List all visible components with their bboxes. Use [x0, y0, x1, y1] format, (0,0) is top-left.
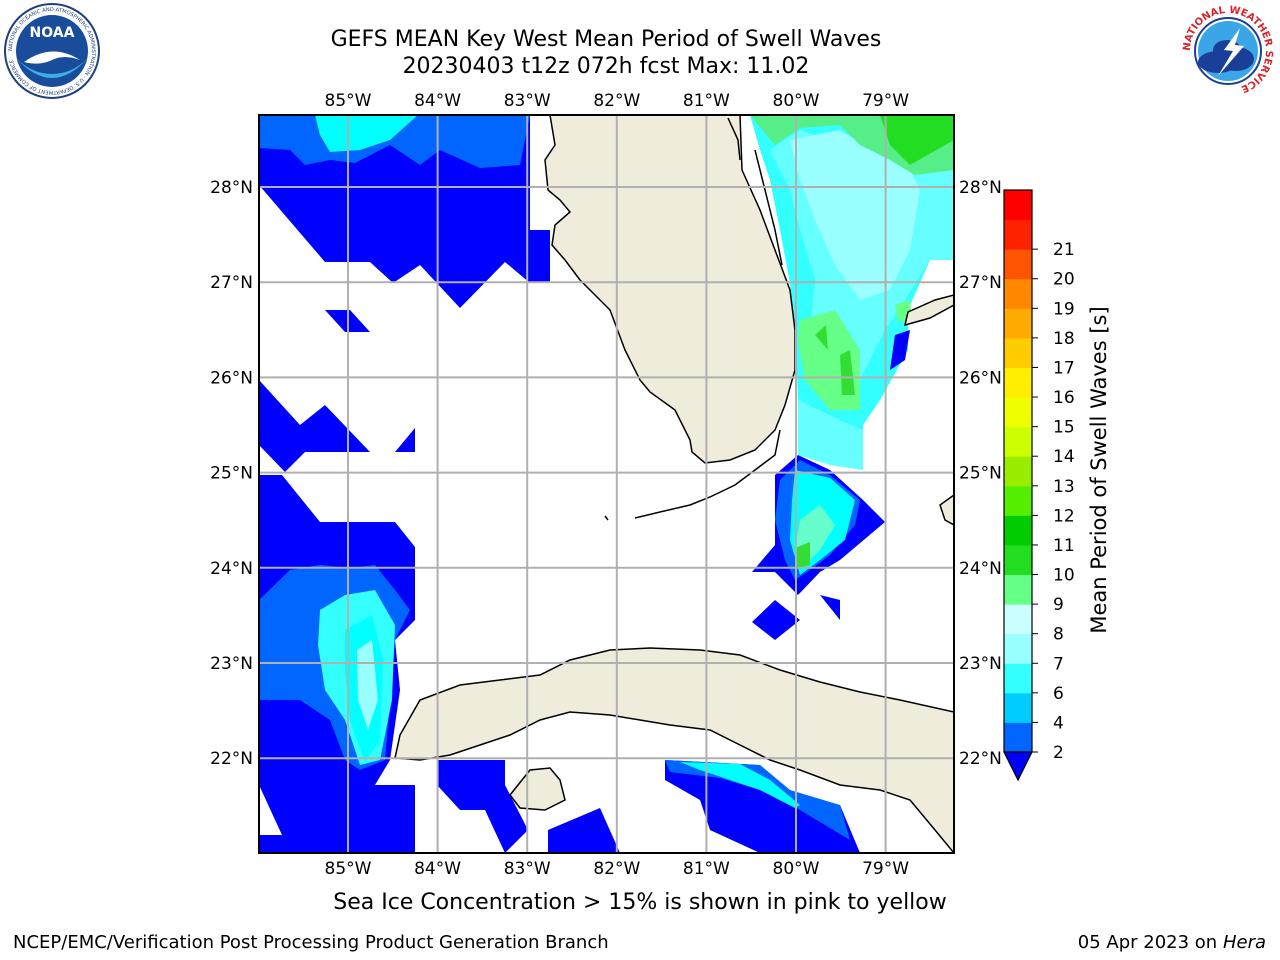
- colorbar-tick-label: 9: [1053, 595, 1064, 615]
- lon-label-top: 82°W: [593, 91, 640, 111]
- lat-label-left: 23°N: [210, 654, 253, 674]
- lon-label-bottom: 79°W: [862, 859, 909, 879]
- colorbar-tick-label: 14: [1053, 447, 1075, 467]
- colorbar-swatch: [1004, 308, 1032, 339]
- lon-label-top: 83°W: [504, 91, 551, 111]
- chart-title: GEFS MEAN Key West Mean Period of Swell …: [330, 27, 882, 52]
- colorbar-swatch: [1004, 278, 1032, 309]
- colorbar-swatch: [1004, 544, 1032, 576]
- lat-label-left: 24°N: [210, 559, 253, 579]
- chart-subtitle: 20230403 t12z 072h fcst Max: 11.02: [402, 54, 810, 79]
- lat-label-right: 23°N: [959, 654, 1002, 674]
- colorbar-swatch: [1004, 249, 1032, 280]
- colorbar-tick-label: 2: [1053, 743, 1064, 763]
- footer-date: 05 Apr 2023 on Hera: [1078, 932, 1266, 953]
- colorbar-tick-label: 19: [1053, 299, 1075, 319]
- colorbar-tick-label: 21: [1053, 240, 1075, 260]
- colorbar-swatch: [1004, 574, 1032, 605]
- colorbar: 2 4 6 7 8 9 10 11 12 13 14 15 16 17 18 19 20 21: [1003, 189, 1075, 782]
- sea-ice-note: Sea Ice Concentration > 15% is shown in …: [333, 890, 947, 915]
- keys-coastline: [604, 117, 783, 521]
- lon-label-bottom: 85°W: [325, 859, 372, 879]
- colorbar-swatch: [1004, 722, 1032, 753]
- noaa-logo-text: NOAA: [30, 25, 75, 41]
- colorbar-tick-label: 10: [1053, 566, 1075, 586]
- colorbar-swatch: [1004, 190, 1032, 221]
- lat-label-right: 26°N: [959, 368, 1002, 388]
- lat-label-left: 28°N: [210, 178, 253, 198]
- colorbar-tick-label: 8: [1053, 625, 1064, 645]
- lat-label-left: 27°N: [210, 273, 253, 293]
- map-gridlines: [259, 115, 954, 853]
- colorbar-label: Mean Period of Swell Waves [s]: [1087, 306, 1111, 633]
- lon-label-bottom: 83°W: [504, 859, 551, 879]
- lat-label-left: 25°N: [210, 464, 253, 484]
- colorbar-tick-label: 18: [1053, 329, 1075, 349]
- colorbar-swatch: [1004, 397, 1032, 428]
- lon-label-top: 85°W: [325, 91, 372, 111]
- lon-label-bottom: 80°W: [773, 859, 820, 879]
- land-masses: [394, 115, 954, 853]
- colorbar-swatch: [1004, 219, 1032, 250]
- lat-label-left: 26°N: [210, 368, 253, 388]
- lat-label-right: 27°N: [959, 273, 1002, 293]
- lon-label-top: 79°W: [862, 91, 909, 111]
- noaa-logo-icon: NOAA NATIONAL OCEANIC AND ATMOSPHERIC AD…: [4, 3, 100, 99]
- footer-date-text: 05 Apr 2023 on: [1077, 932, 1218, 953]
- lon-label-top: 81°W: [683, 91, 730, 111]
- colorbar-swatch: [1004, 515, 1032, 546]
- lat-label-left: 22°N: [210, 749, 253, 769]
- footer-machine: Hera: [1222, 932, 1266, 953]
- colorbar-swatch: [1004, 456, 1032, 487]
- lat-label-right: 28°N: [959, 178, 1002, 198]
- colorbar-swatch: [1004, 485, 1032, 516]
- colorbar-swatch: [1004, 692, 1032, 723]
- nws-logo-icon: NATIONAL WEATHER SERVICE: [1182, 5, 1274, 97]
- colorbar-swatch: [1004, 663, 1032, 694]
- colorbar-tick-label: 13: [1053, 477, 1075, 497]
- colorbar-swatch: [1004, 367, 1032, 398]
- lon-label-bottom: 81°W: [683, 859, 730, 879]
- colorbar-swatch: [1004, 633, 1032, 664]
- lon-label-bottom: 84°W: [414, 859, 461, 879]
- lat-label-right: 25°N: [959, 464, 1002, 484]
- colorbar-swatch: [1004, 426, 1032, 457]
- colorbar-swatch: [1004, 604, 1032, 635]
- colorbar-tick-label: 16: [1053, 388, 1075, 408]
- colorbar-under-arrow: [1003, 751, 1033, 782]
- colorbar-tick-label: 4: [1053, 713, 1064, 733]
- colorbar-tick-label: 6: [1053, 684, 1064, 704]
- colorbar-tick-label: 11: [1053, 536, 1075, 556]
- colorbar-tick-label: 12: [1053, 506, 1075, 526]
- colorbar-tick-label: 7: [1053, 654, 1064, 674]
- colorbar-swatch: [1004, 337, 1032, 368]
- lon-label-top: 84°W: [414, 91, 461, 111]
- colorbar-tick-label: 17: [1053, 358, 1075, 378]
- colorbar-frame: [1003, 189, 1033, 753]
- lon-label-top: 80°W: [773, 91, 820, 111]
- lat-label-right: 22°N: [959, 749, 1002, 769]
- lon-label-bottom: 82°W: [593, 859, 640, 879]
- colorbar-tick-label: 15: [1053, 418, 1075, 438]
- footer-branch: NCEP/EMC/Verification Post Processing Pr…: [13, 932, 609, 953]
- colorbar-tick-label: 20: [1053, 270, 1075, 290]
- map-frame: [258, 114, 955, 854]
- lat-label-right: 24°N: [959, 559, 1002, 579]
